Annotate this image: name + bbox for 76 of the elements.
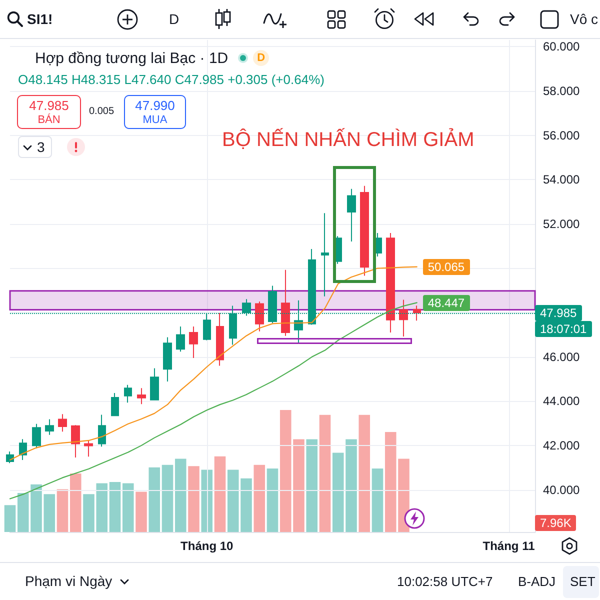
candlestick (386, 232, 395, 334)
annotation: MUA (142, 114, 168, 126)
bar (214, 456, 226, 532)
text: SI1! (27, 11, 53, 27)
y-tick-label: 46.000 (543, 350, 580, 364)
bar (109, 482, 121, 532)
candlestick (137, 388, 146, 405)
y-tick-label: 42.000 (543, 438, 580, 453)
text: B-ADJ (518, 574, 556, 589)
text: 18:07:01 (535, 320, 592, 337)
candlestick (84, 440, 93, 458)
candlestick (19, 438, 27, 460)
bar (122, 483, 134, 532)
bar (266, 468, 278, 532)
annotation: 3 (37, 139, 45, 155)
candlestick (321, 212, 329, 297)
bar (358, 414, 370, 532)
annotation: 47.985 (29, 98, 69, 113)
candlestick (281, 269, 290, 336)
y-tick-label: 44.000 (543, 394, 580, 408)
candlestick (413, 305, 421, 322)
candlestick (32, 423, 41, 449)
y-tick-label: 54.000 (543, 172, 580, 187)
candlestick (347, 188, 356, 242)
candlestick (255, 301, 264, 332)
candlestick (399, 299, 408, 338)
text: O48.145 H48.315 L47.640 C47.985 +0.305 (+0.64%) (18, 72, 324, 87)
data-label: 48.447 (422, 294, 470, 311)
text: 10:02:58 UTC+7 (397, 574, 493, 589)
bar (201, 470, 213, 532)
annotation: BỘ NẾN NHẤN CHÌM GIẢM (222, 129, 474, 151)
bar (319, 414, 331, 532)
y-tick-label: 40.000 (543, 482, 580, 497)
candlestick (176, 326, 185, 352)
annotation: D (253, 50, 270, 66)
candlestick (163, 336, 172, 382)
x-tick-label: Tháng 11 (482, 539, 536, 553)
ref-line-label: 47.985 (535, 304, 582, 321)
annotation: 0.005 (89, 106, 114, 117)
y-tick-label: 60.000 (543, 40, 580, 54)
candlestick (124, 384, 132, 404)
x-tick-label: Tháng 10 (180, 539, 234, 553)
bar (148, 467, 160, 532)
line-series (9, 266, 418, 461)
bar (306, 439, 318, 532)
candlestick (71, 424, 80, 458)
annotation: BÁN (38, 114, 60, 126)
text: Phạm vi Ngày (25, 573, 112, 589)
text: 7.96K (535, 515, 576, 531)
candlestick (189, 326, 198, 359)
candlestick (216, 312, 224, 366)
line-series (9, 302, 418, 500)
y-tick-label: 58.000 (543, 84, 580, 98)
candlestick (111, 392, 119, 417)
bar (254, 464, 266, 532)
y-tick-label: 56.000 (543, 128, 580, 142)
candlestick (150, 368, 159, 401)
bar (188, 466, 200, 532)
bar (162, 464, 174, 532)
data-label: 50.065 (422, 258, 470, 275)
candlestick (58, 414, 67, 432)
text: Hợp đồng tương lai Bạc · 1D (35, 50, 228, 66)
annotation: 47.990 (135, 98, 175, 113)
text: SET (570, 574, 596, 589)
candlestick (45, 418, 54, 436)
bar (4, 505, 16, 532)
bar (372, 468, 384, 532)
y-tick-label: 52.000 (543, 216, 580, 231)
text: D (169, 11, 180, 27)
bar (56, 489, 68, 532)
bar (70, 473, 82, 532)
candlestick (360, 185, 369, 276)
text: Vô c (570, 11, 598, 27)
bar (136, 492, 147, 532)
bar (174, 458, 186, 532)
candlestick (98, 414, 106, 448)
